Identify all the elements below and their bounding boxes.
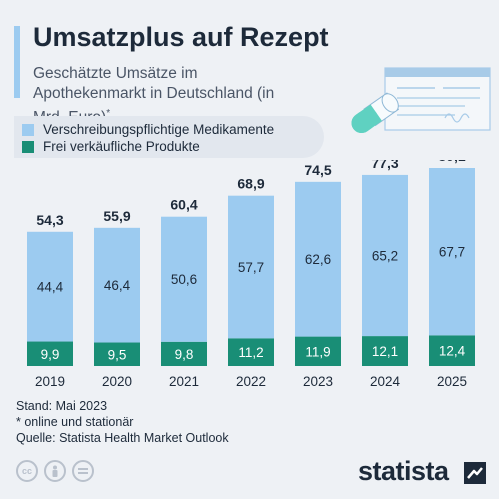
license-icons: cc xyxy=(16,460,94,482)
bar-otc-2024 xyxy=(362,336,408,366)
label-total-2020: 55,9 xyxy=(103,208,130,224)
label-otc-2020: 9,5 xyxy=(108,347,127,362)
bar-otc-2019 xyxy=(27,341,73,366)
x-tick-2021: 2021 xyxy=(169,374,199,389)
legend-label-otc: Frei verkäufliche Produkte xyxy=(43,139,200,154)
label-total-2021: 60,4 xyxy=(170,197,197,213)
legend-swatch-rx xyxy=(22,123,34,136)
label-total-2023: 74,5 xyxy=(304,162,331,178)
label-otc-2025: 12,4 xyxy=(439,344,466,359)
label-otc-2024: 12,1 xyxy=(372,344,398,359)
subtitle-footnote-mark: * xyxy=(106,108,111,119)
label-rx-2021: 50,6 xyxy=(171,272,197,287)
label-otc-2021: 9,8 xyxy=(175,347,194,362)
legend-item-rx: Verschreibungspflichtige Medikamente xyxy=(22,122,274,137)
x-tick-2024: 2024 xyxy=(370,374,401,389)
chart-title: Umsatzplus auf Rezept xyxy=(33,22,329,52)
label-total-2022: 68,9 xyxy=(237,176,264,192)
label-rx-2022: 57,7 xyxy=(238,260,264,275)
bar-otc-2023 xyxy=(295,336,341,366)
label-total-2019: 54,3 xyxy=(36,212,63,228)
note-source: Quelle: Statista Health Market Outlook xyxy=(16,431,229,445)
note-footnote: * online und stationär xyxy=(16,415,134,429)
x-tick-2025: 2025 xyxy=(437,374,467,389)
cc-icon[interactable]: cc xyxy=(16,460,38,482)
x-tick-2019: 2019 xyxy=(35,374,65,389)
label-otc-2023: 11,9 xyxy=(305,344,330,359)
stacked-bar-chart: 9,9 44,4 54,3 2019 9,5 46,4 55,9 2020 9,8 50,6 60,… xyxy=(27,160,475,389)
legend-item-otc: Frei verkäufliche Produkte xyxy=(22,139,200,154)
chart-notes: Stand: Mai 2023 * online und stationär Q… xyxy=(16,398,229,446)
person-icon[interactable] xyxy=(44,460,66,482)
label-total-2024: 77,3 xyxy=(371,160,398,171)
title-accent-bar xyxy=(14,26,20,98)
note-stand: Stand: Mai 2023 xyxy=(16,399,108,413)
prescription-pill-illustration-icon xyxy=(351,67,491,134)
bar-rx-2024 xyxy=(362,174,408,337)
label-rx-2025: 67,7 xyxy=(439,245,465,260)
bar-rx-2023 xyxy=(295,181,341,337)
equals-icon[interactable] xyxy=(72,460,94,482)
statista-logo-icon[interactable] xyxy=(464,462,486,484)
legend: Verschreibungspflichtige Medikamente Fre… xyxy=(14,116,324,158)
label-rx-2023: 62,6 xyxy=(305,252,331,267)
bar-rx-2021 xyxy=(161,216,207,342)
bar-otc-2020 xyxy=(94,342,140,366)
label-rx-2019: 44,4 xyxy=(37,280,64,295)
bar-rx-2019 xyxy=(27,231,73,342)
label-otc-2022: 11,2 xyxy=(238,345,263,360)
bar-rx-2022 xyxy=(228,195,274,339)
label-rx-2024: 65,2 xyxy=(372,249,398,264)
bar-rx-2020 xyxy=(94,227,140,343)
bar-otc-2025 xyxy=(429,335,475,366)
label-rx-2020: 46,4 xyxy=(104,278,131,293)
bar-otc-2022 xyxy=(228,338,274,366)
bar-rx-2025 xyxy=(429,168,475,336)
brand-logo-text[interactable]: statista xyxy=(358,456,449,486)
x-tick-2020: 2020 xyxy=(102,374,132,389)
x-tick-2022: 2022 xyxy=(236,374,266,389)
label-total-2025: 80,1 xyxy=(438,160,465,164)
x-tick-2023: 2023 xyxy=(303,374,333,389)
legend-label-rx: Verschreibungspflichtige Medikamente xyxy=(43,122,275,137)
legend-swatch-otc xyxy=(22,140,34,153)
bar-otc-2021 xyxy=(161,341,207,366)
label-otc-2019: 9,9 xyxy=(41,347,60,362)
